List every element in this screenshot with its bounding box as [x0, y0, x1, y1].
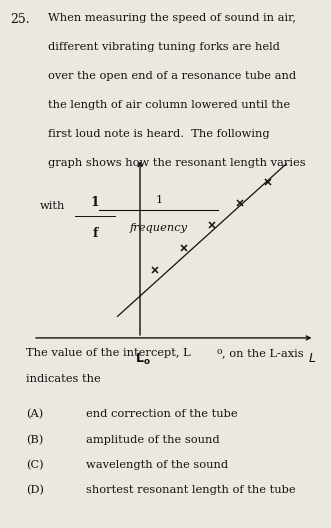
Text: shortest resonant length of the tube: shortest resonant length of the tube [86, 485, 296, 495]
Text: 25.: 25. [10, 13, 29, 26]
Text: o: o [217, 347, 222, 356]
Text: frequency: frequency [130, 223, 188, 233]
Text: wavelength of the sound: wavelength of the sound [86, 460, 228, 470]
Text: amplitude of the sound: amplitude of the sound [86, 435, 220, 445]
Text: over the open end of a resonance tube and: over the open end of a resonance tube an… [48, 71, 296, 81]
Text: (B): (B) [26, 435, 44, 445]
Text: with: with [40, 201, 65, 211]
Text: end correction of the tube: end correction of the tube [86, 409, 238, 419]
Text: $\mathbf{L_o}$: $\mathbf{L_o}$ [135, 352, 151, 367]
Text: first loud note is heard.  The following: first loud note is heard. The following [48, 129, 270, 139]
Text: , on the L-axis: , on the L-axis [222, 348, 304, 359]
Text: $\mathit{L}$: $\mathit{L}$ [307, 352, 316, 365]
Text: (C): (C) [26, 460, 44, 470]
Text: 1: 1 [155, 195, 163, 205]
Text: When measuring the speed of sound in air,: When measuring the speed of sound in air… [48, 13, 296, 23]
Text: (A): (A) [26, 409, 44, 420]
Text: indicates the: indicates the [26, 374, 101, 384]
Text: the length of air column lowered until the: the length of air column lowered until t… [48, 100, 290, 110]
Text: (D): (D) [26, 485, 44, 496]
Text: different vibrating tuning forks are held: different vibrating tuning forks are hel… [48, 42, 280, 52]
Text: The value of the intercept, L: The value of the intercept, L [26, 348, 191, 359]
Text: 1: 1 [91, 196, 99, 209]
Text: f: f [92, 227, 98, 240]
Text: graph shows how the resonant length varies: graph shows how the resonant length vari… [48, 158, 306, 168]
